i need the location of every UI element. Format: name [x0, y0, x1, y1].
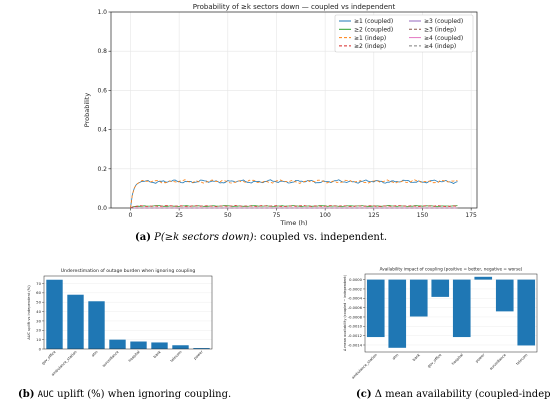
chart-a-ytick-label: 0.2 — [97, 166, 107, 173]
caption-b-label: (b) — [18, 389, 35, 400]
caption-b: (b) AUC uplift (%) when ignoring couplin… — [18, 389, 231, 400]
chart-a-series-line — [130, 179, 458, 209]
chart-a-series-line — [130, 205, 458, 209]
chart-c-bar — [495, 279, 514, 312]
chart-b-ytick-label: 50 — [36, 300, 41, 305]
chart-b-title: Underestimation of outage burden when ig… — [61, 268, 196, 274]
chart-b-bar — [67, 294, 84, 349]
chart-b-xtick-label: telecom — [170, 350, 183, 363]
chart-b: Underestimation of outage burden when ig… — [27, 268, 213, 377]
chart-b-bar — [130, 341, 147, 349]
chart-c-ytick-label: -0.0006 — [348, 306, 363, 310]
chart-c-ytick-label: -0.0012 — [348, 334, 362, 338]
chart-a-legend-label: ≥4 (indep) — [424, 43, 456, 50]
caption-c: (c) Δ mean availability (coupled-indep.)… — [356, 389, 550, 400]
chart-a-series-line — [130, 179, 458, 209]
caption-c-label: (c) — [356, 389, 372, 400]
chart-b-ytick-label: 70 — [36, 281, 41, 286]
chart-c-xtick-label: ambulance_station — [351, 353, 378, 380]
chart-a-series-line — [130, 205, 458, 209]
chart-b-xtick-label: bank — [153, 349, 163, 359]
chart-c-bar — [366, 279, 385, 338]
chart-b-ytick-label: 60 — [36, 290, 41, 295]
chart-c-bar — [452, 279, 471, 338]
chart-c-bar — [431, 279, 450, 297]
chart-c-xtick-label: bank — [412, 352, 422, 362]
chart-a: Probability of ≥k sectors down — coupled… — [83, 3, 478, 227]
chart-a-xtick-label: 25 — [175, 212, 183, 219]
chart-c-xtick-label: telecom — [515, 353, 528, 366]
chart-b-ytick-label: 40 — [36, 309, 41, 314]
chart-a-legend-label: ≥2 (indep) — [354, 43, 386, 50]
chart-c-bar — [388, 279, 407, 348]
chart-a-xlabel: Time (h) — [279, 219, 307, 227]
chart-b-bar — [193, 348, 210, 349]
chart-c-frame — [364, 273, 538, 353]
chart-a-ylabel: Probability — [83, 93, 91, 128]
chart-a-xtick-label: 50 — [224, 212, 232, 219]
chart-c-xtick-label: atm — [392, 353, 400, 361]
chart-b-ytick-label: 0 — [39, 346, 42, 351]
chart-c-bar — [474, 276, 493, 280]
chart-a-ytick-label: 1.0 — [97, 9, 107, 16]
chart-b-frame — [43, 275, 213, 350]
chart-b-bar — [46, 279, 63, 349]
caption-b-mono: AUC — [37, 390, 54, 400]
chart-c-ylabel: Δ mean availability (coupled − independe… — [343, 274, 347, 351]
chart-c-ytick-label: -0.0004 — [348, 297, 363, 301]
chart-a-legend-label: ≥3 (indep) — [424, 27, 456, 34]
chart-b-bar — [172, 345, 189, 349]
chart-a-legend-label: ≥1 (coupled) — [354, 18, 393, 25]
chart-b-bar — [151, 342, 168, 349]
chart-b-xtick-label: gov_office — [41, 349, 57, 365]
chart-a-xtick-label: 75 — [273, 212, 281, 219]
chart-b-ytick-label: 10 — [36, 337, 41, 342]
chart-c-ytick-label: -0.0002 — [348, 287, 362, 291]
caption-a: (a) P(≥k sectors down): coupled vs. inde… — [135, 232, 387, 243]
chart-b-xtick-label: hospital — [128, 350, 141, 363]
chart-a-ytick-label: 0.0 — [97, 205, 107, 212]
caption-a-math: P(≥k sectors down) — [154, 232, 254, 243]
chart-c-xtick-label: surveillance — [489, 352, 508, 371]
chart-a-ytick-label: 0.4 — [97, 127, 107, 134]
chart-a-legend — [334, 14, 474, 53]
chart-c-bar — [517, 279, 536, 346]
chart-b-ytick-label: 20 — [36, 328, 41, 333]
chart-c-xtick-label: power — [475, 353, 486, 364]
chart-a-legend-label: ≥4 (coupled) — [424, 35, 463, 42]
chart-a-ytick-label: 0.6 — [97, 87, 107, 94]
chart-a-legend-label: ≥1 (indep) — [354, 35, 386, 42]
chart-a-xtick-label: 150 — [417, 212, 429, 219]
chart-b-ylabel: AUC uplift vs independent (%) — [27, 285, 31, 340]
chart-a-xtick-label: 0 — [129, 212, 133, 219]
chart-b-bar — [109, 339, 126, 349]
chart-c-ytick-label: -0.0008 — [348, 315, 363, 319]
chart-c-title: Availability impact of coupling (positiv… — [380, 267, 523, 272]
caption-c-text: Δ mean availability (coupled-indep.). — [374, 389, 550, 400]
chart-a-ytick-label: 0.8 — [97, 48, 107, 55]
chart-c-ytick-label: 0.0000 — [349, 278, 363, 282]
chart-c-ytick-label: -0.0010 — [348, 325, 363, 329]
chart-c-bar — [409, 279, 428, 317]
chart-b-bar — [88, 301, 105, 349]
chart-b-xtick-label: power — [193, 350, 204, 361]
chart-a-xtick-label: 125 — [368, 212, 380, 219]
chart-b-ytick-label: 30 — [36, 318, 41, 323]
chart-b-xtick-label: atm — [91, 350, 99, 358]
chart-c-ytick-label: -0.0014 — [348, 343, 363, 347]
chart-a-xtick-label: 175 — [465, 212, 477, 219]
chart-c: Availability impact of coupling (positiv… — [343, 267, 538, 380]
chart-a-title: Probability of ≥k sectors down — coupled… — [193, 3, 396, 11]
caption-a-label: (a) — [135, 232, 151, 243]
chart-a-legend-label: ≥2 (coupled) — [354, 27, 393, 34]
chart-b-xtick-label: surveillance — [102, 349, 121, 368]
caption-a-text: : coupled vs. independent. — [253, 232, 388, 243]
chart-a-xtick-label: 100 — [319, 212, 331, 219]
chart-a-legend-label: ≥3 (coupled) — [424, 18, 463, 25]
chart-c-xtick-label: gov_office — [427, 352, 443, 368]
chart-c-xtick-label: hospital — [451, 353, 464, 366]
caption-b-text: uplift (%) when ignoring coupling. — [53, 389, 232, 400]
